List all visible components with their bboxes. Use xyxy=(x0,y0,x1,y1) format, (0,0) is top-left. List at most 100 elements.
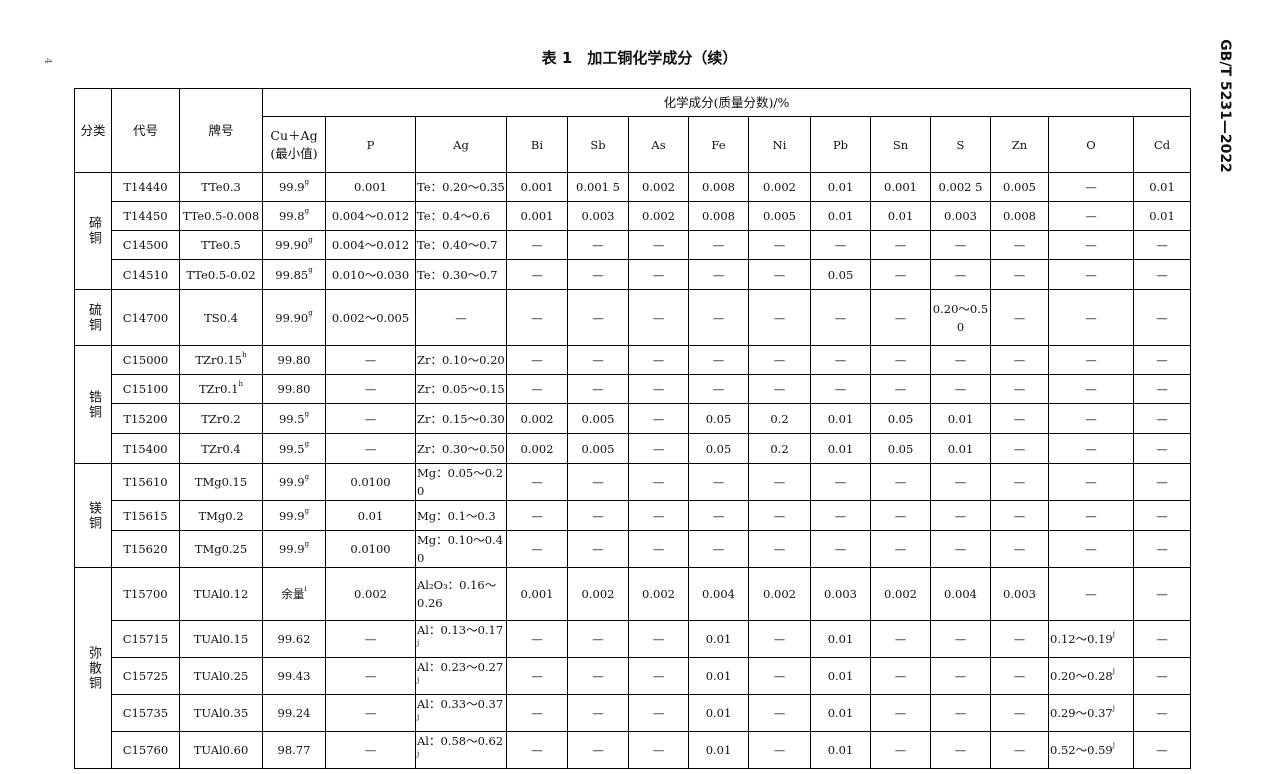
footnote-mark: h xyxy=(238,380,243,388)
cell: — xyxy=(1133,289,1191,346)
footnote-mark: g xyxy=(304,506,310,515)
cell: 0.002～0.005 xyxy=(325,289,416,346)
cell: — xyxy=(1048,289,1134,346)
cell: 99.80 xyxy=(262,374,326,404)
cell: TZr0.2 xyxy=(179,403,263,434)
cell: 余量i xyxy=(262,567,326,621)
data-row: 碲铜 T14440 TTe0.3 99.9g 0.001 Te：0.20～0.35 0.00… xyxy=(74,172,1191,290)
cell: — xyxy=(990,657,1049,695)
cell: 0.01 xyxy=(810,620,871,658)
cell: 0.20～0.50 xyxy=(930,289,991,346)
cell: — xyxy=(810,500,871,531)
cell: TZr0.15h xyxy=(179,345,263,375)
header-cell: 牌号 xyxy=(179,88,263,173)
cell: TZr0.1h xyxy=(179,374,263,404)
cell: — xyxy=(870,657,931,695)
footnote-mark: g xyxy=(304,439,310,448)
cell: 0.01 xyxy=(810,403,871,434)
cell: Te：0.30～0.7 xyxy=(415,259,507,290)
cell: — xyxy=(870,694,931,732)
header-row: Cu＋Ag (最小值) P Ag Bi Sb As Fe Ni Pb Sn S Zn O Cd xyxy=(75,116,1191,173)
cell: 0.004～0.012 xyxy=(325,230,416,260)
cell: 0.002 xyxy=(748,567,811,621)
cell: Zr：0.10～0.20 xyxy=(415,345,507,375)
cell: Al：0.33～0.37 j xyxy=(415,694,507,732)
cell: 0.05 xyxy=(688,403,749,434)
cell: TZr0.4 xyxy=(179,433,263,464)
data-row: T15200 TZr0.2 99.5g — Zr：0.15～0.30 0.002 0.005… xyxy=(75,403,1191,434)
cell-text: 99.90 xyxy=(275,310,309,325)
page-number: 4 xyxy=(41,58,52,64)
cell-text: 99.85 xyxy=(275,267,309,282)
cell: TUAl0.15 xyxy=(179,620,263,658)
header-cell: Ni xyxy=(748,116,811,173)
cell: — xyxy=(1048,403,1134,434)
cell: — xyxy=(870,731,931,769)
cell: — xyxy=(506,374,568,404)
cell: — xyxy=(990,500,1049,531)
footnote-mark: j xyxy=(417,676,420,684)
cell: TUAl0.35 xyxy=(179,694,263,732)
cell: — xyxy=(506,620,568,658)
cell: — xyxy=(567,463,629,501)
standard-number: GB/T 5231—2022 xyxy=(1217,39,1233,173)
cell: — xyxy=(567,230,629,260)
cell: — xyxy=(567,289,629,346)
cell: 0.001 xyxy=(506,172,568,202)
cell: 0.01 xyxy=(810,172,871,202)
cell: 0.008 xyxy=(688,201,749,231)
cell: — xyxy=(325,403,416,434)
cell: — xyxy=(990,230,1049,260)
cell: Te：0.4～0.6 xyxy=(415,201,507,231)
cell: — xyxy=(567,657,629,695)
cell: — xyxy=(1133,433,1191,464)
cell: — xyxy=(506,463,568,501)
cell: TS0.4 xyxy=(179,289,263,346)
data-row: C14510 TTe0.5-0.02 99.85g 0.010～0.030 Te：0.3… xyxy=(75,259,1191,290)
cell-text: 99.9 xyxy=(278,542,305,556)
footnote-mark: j xyxy=(417,750,420,758)
cell: — xyxy=(930,530,991,568)
cell: 99.9g xyxy=(262,463,326,501)
cell: — xyxy=(870,530,931,568)
cell: Zr：0.15～0.30 xyxy=(415,403,507,434)
cell: — xyxy=(1133,463,1191,501)
cell: 0.01 xyxy=(1133,172,1191,202)
cell: — xyxy=(506,289,568,346)
data-row: C15735 TUAl0.35 99.24— Al：0.33～0.37j — — —0.01… xyxy=(75,694,1191,732)
cell: — xyxy=(628,230,689,260)
cell: 0.001 xyxy=(870,172,931,202)
cell: 0.002 xyxy=(628,201,689,231)
cell: — xyxy=(930,374,991,404)
cell: 0.002 xyxy=(870,567,931,621)
cell: — xyxy=(930,230,991,260)
cell: — xyxy=(748,657,811,695)
cell: — xyxy=(1048,530,1134,568)
cell: Mg：0.10～0.40 xyxy=(415,530,507,568)
cell: C14700 xyxy=(111,289,180,346)
cell-text: Al：0.58～0.62 xyxy=(417,734,504,748)
cell: 99.90g xyxy=(262,289,326,346)
cell-text: 99.5 xyxy=(278,411,305,426)
cell: TTe0.5-0.02 xyxy=(179,259,263,290)
cell: TUAl0.60 xyxy=(179,731,263,769)
cell: — xyxy=(990,289,1049,346)
cell: — xyxy=(870,289,931,346)
data-row: C15760 TUAl0.60 98.77— Al：0.58～0.62j — — —0.01… xyxy=(75,731,1191,769)
cell: — xyxy=(325,345,416,375)
footnote-mark: j xyxy=(1112,630,1115,638)
cell: — xyxy=(415,289,507,346)
data-row: C15725 TUAl0.25 99.43— Al：0.23～0.27j — — —0.01… xyxy=(75,657,1191,695)
cell: — xyxy=(325,657,416,695)
cell: 99.85g xyxy=(262,259,326,290)
header-cell: P xyxy=(325,116,416,173)
cell: Te：0.20～0.35 xyxy=(415,172,507,202)
header-cell: As xyxy=(628,116,689,173)
header-cell: Pb xyxy=(810,116,871,173)
cell: 0.01 xyxy=(688,694,749,732)
cell: 98.77 xyxy=(262,731,326,769)
cell: — xyxy=(325,731,416,769)
cell: — xyxy=(748,530,811,568)
footnote-mark: g xyxy=(304,207,310,215)
